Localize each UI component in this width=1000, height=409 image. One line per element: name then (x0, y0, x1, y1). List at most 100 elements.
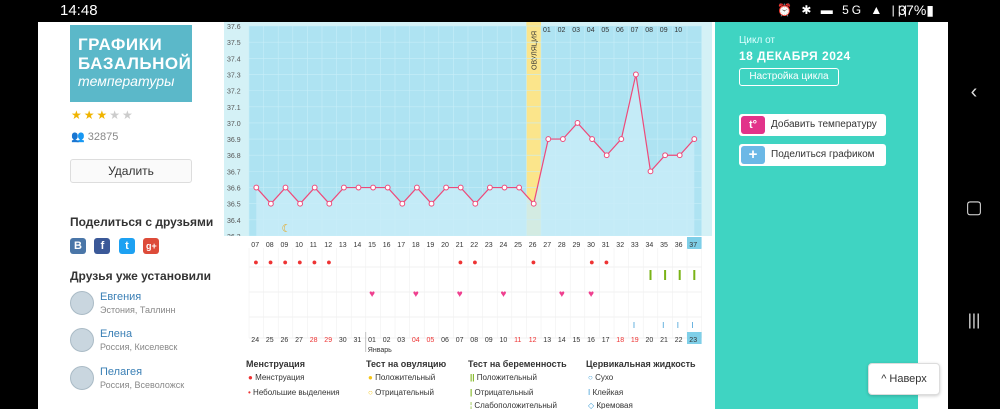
y-tick-label: 36.4 (227, 218, 241, 225)
y-tick-label: 36.5 (227, 202, 241, 209)
date-label: 27 (295, 337, 303, 344)
temperature-point (633, 71, 639, 78)
temperature-point (341, 184, 347, 191)
cycle-day-label: 21 (456, 242, 464, 249)
moon-icon: ☾ (282, 223, 292, 235)
legend-spotting-item: • Небольшие выделения (248, 388, 340, 397)
date-label: 13 (543, 337, 551, 344)
friend-location: Россия, Всеволожск (100, 380, 185, 390)
temperature-point (691, 136, 698, 142)
menstruation-drop: ● (283, 257, 288, 267)
top-day-label: 03 (572, 27, 580, 34)
temperature-point (676, 152, 683, 159)
friend-name[interactable]: Евгения (100, 291, 142, 303)
date-label: 19 (631, 337, 639, 344)
bbt-chart: ОВУЛЯЦИЯ 37.6 37.5 37.4 37.3 37.2 37.1 37.0 36.9… (224, 22, 712, 409)
user-count-value: 32875 (87, 131, 119, 143)
system-nav-bar: ‹ ▢ ||| (948, 0, 1000, 409)
google-plus-icon[interactable]: g+ (143, 238, 160, 254)
facebook-icon[interactable]: f (94, 238, 111, 254)
add-temperature-label: Добавить температуру (771, 119, 877, 130)
menstruation-drop: ● (312, 257, 317, 267)
fluid-sticky-icon: I (588, 388, 591, 397)
fluid-creamy-icon: ◇ (588, 401, 595, 409)
top-day-label: 02 (558, 27, 566, 34)
friend-item[interactable]: Евгения Эстония, Таллинн (70, 291, 250, 327)
menstruation-drop: ● (297, 257, 302, 267)
ovulation-negative-icon: ○ (368, 388, 373, 397)
date-label: 25 (266, 337, 274, 344)
legend-pregnancy-weak: ¦ Слабоположительный (470, 401, 558, 409)
pregnancy-test-mark (678, 270, 681, 280)
top-day-label: 07 (631, 27, 639, 34)
pregnancy-test-mark (664, 270, 667, 280)
pregnancy-positive-icon: || (470, 373, 475, 382)
status-icons: ⏰ ✱ ▬ 5G ▲ ||| (777, 3, 910, 17)
date-label: 10 (500, 337, 508, 344)
top-day-label: 09 (660, 27, 668, 34)
vk-icon[interactable]: В (70, 238, 86, 254)
home-icon[interactable]: ▢ (965, 197, 983, 217)
cycle-day-label: 14 (354, 242, 362, 249)
temperature-point (399, 200, 406, 207)
app-logo[interactable]: ГРАФИКИ БАЗАЛЬНОЙ температуры (70, 25, 192, 102)
temperature-point (282, 184, 289, 191)
cycle-day-label: 24 (500, 242, 508, 249)
cycle-date: 18 ДЕКАБРЯ 2024 (739, 49, 851, 63)
back-icon[interactable]: ‹ (970, 81, 978, 103)
legend-pregnancy-positive: || Положительный (470, 373, 537, 382)
y-tick-label: 36.9 (227, 137, 241, 144)
y-tick-label: 37.4 (227, 56, 241, 63)
plus-icon: + (741, 146, 765, 164)
temperature-point (603, 152, 610, 159)
top-day-label: 08 (645, 27, 653, 34)
delete-button[interactable]: Удалить (70, 159, 192, 183)
cycle-label: Цикл от (739, 35, 776, 46)
scroll-up-button[interactable]: ^ Наверх (868, 363, 940, 395)
cycle-day-label: 15 (368, 242, 376, 249)
date-label: 18 (616, 337, 624, 344)
heart-icon: ♥ (501, 289, 507, 300)
date-label: 14 (558, 337, 566, 344)
highlight-day-cell (687, 237, 702, 249)
share-chart-button[interactable]: + Поделиться графиком (739, 144, 886, 166)
cycle-day-label: 30 (587, 242, 595, 249)
date-label: 20 (646, 337, 654, 344)
temperature-point (647, 168, 654, 175)
temperature-point (414, 184, 420, 191)
friend-item[interactable]: Пелагея Россия, Всеволожск (70, 366, 250, 402)
users-icon: 👥 (71, 131, 88, 143)
cycle-day-label: 09 (281, 242, 289, 249)
cycle-settings-button[interactable]: Настройка цикла (739, 68, 839, 86)
top-day-label: 04 (587, 27, 595, 34)
friend-name[interactable]: Пелагея (100, 366, 143, 378)
date-label: 30 (339, 337, 347, 344)
date-label: 21 (660, 337, 668, 344)
menstruation-drop: ● (326, 257, 331, 267)
friend-name[interactable]: Елена (100, 328, 133, 340)
date-label: 08 (470, 337, 478, 344)
cycle-day-label: 35 (660, 242, 668, 249)
temperature-point (530, 200, 537, 207)
date-label: 06 (441, 337, 449, 344)
social-buttons: В f t g+ (70, 236, 163, 254)
twitter-icon[interactable]: t (118, 238, 135, 254)
temperature-point (574, 120, 581, 126)
temperature-point (370, 184, 377, 191)
temperature-point (472, 200, 479, 207)
ovulation-label: ОВУЛЯЦИЯ (532, 31, 539, 70)
friend-item[interactable]: Елена Россия, Киселевск (70, 328, 250, 364)
temperature-point (618, 136, 625, 142)
add-temperature-button[interactable]: t° Добавить температуру (739, 114, 886, 136)
cycle-day-label: 07 (251, 242, 259, 249)
temperature-point (326, 200, 333, 207)
date-label: 02 (383, 337, 391, 344)
fluid-mark: I (662, 321, 664, 330)
drop-icon: ● (248, 373, 253, 382)
avatar (70, 366, 94, 390)
cycle-panel: Цикл от 18 ДЕКАБРЯ 2024 Настройка цикла … (715, 22, 918, 409)
pregnancy-test-mark (693, 270, 696, 280)
recents-icon[interactable]: ||| (967, 312, 981, 329)
date-label: 22 (675, 337, 683, 344)
date-label: 07 (456, 337, 464, 344)
